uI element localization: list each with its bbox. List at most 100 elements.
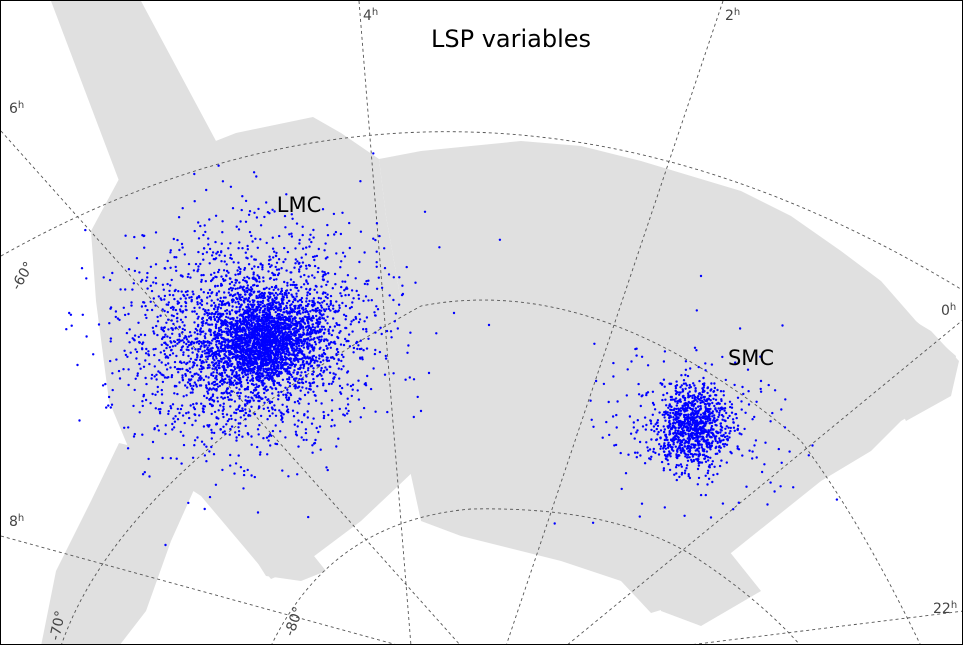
- lmc-star: [221, 277, 225, 281]
- lmc-star: [177, 290, 180, 293]
- lmc-star: [222, 269, 226, 272]
- lmc-star: [208, 295, 212, 298]
- lmc-star: [225, 413, 229, 416]
- lmc-star: [305, 387, 308, 390]
- lmc-star: [326, 359, 329, 363]
- lmc-star: [171, 428, 174, 431]
- lmc-star: [186, 275, 189, 279]
- lmc-star: [289, 331, 293, 334]
- lmc-star: [284, 393, 288, 396]
- lmc-star: [326, 468, 329, 472]
- lmc-star: [314, 307, 318, 311]
- lmc-star: [357, 344, 360, 347]
- lmc-star: [162, 288, 165, 291]
- lmc-star: [192, 341, 196, 344]
- lmc-star: [272, 294, 276, 297]
- lmc-star: [307, 402, 310, 405]
- lmc-star: [299, 319, 303, 323]
- lmc-star: [372, 237, 375, 240]
- lmc-star: [404, 378, 407, 381]
- lmc-star: [215, 416, 218, 420]
- lmc-star: [326, 315, 329, 318]
- lmc-star: [293, 334, 296, 337]
- lmc-star: [298, 242, 301, 245]
- lmc-star: [186, 290, 189, 293]
- lmc-star: [154, 231, 158, 234]
- lmc-star: [239, 466, 243, 469]
- lmc-star: [215, 389, 218, 392]
- lmc-star: [326, 296, 329, 300]
- smc-star: [708, 466, 711, 469]
- lmc-star: [254, 337, 257, 341]
- lmc-star: [306, 369, 310, 372]
- lmc-star: [364, 384, 368, 387]
- lmc-star: [261, 322, 264, 325]
- lmc-star: [161, 380, 165, 384]
- lmc-star: [201, 350, 204, 353]
- lmc-star: [199, 224, 202, 228]
- lmc-star: [304, 370, 307, 374]
- lmc-star: [153, 375, 156, 378]
- lmc-star: [312, 377, 315, 381]
- lmc-star: [138, 362, 141, 366]
- lmc-star: [315, 314, 318, 318]
- lmc-star: [219, 379, 223, 383]
- lmc-star: [249, 288, 252, 292]
- lmc-star: [191, 375, 194, 378]
- lmc-star: [250, 293, 253, 296]
- lmc-star: [338, 323, 341, 327]
- lmc-star: [221, 468, 224, 472]
- lmc-star: [330, 382, 333, 385]
- lmc-star: [188, 382, 192, 386]
- lmc-star: [239, 352, 242, 355]
- lmc-star: [225, 315, 228, 319]
- lmc-star: [300, 371, 303, 374]
- lmc-star: [313, 394, 316, 397]
- lmc-star: [268, 401, 272, 405]
- smc-star: [645, 423, 648, 427]
- lmc-star: [247, 298, 250, 301]
- lmc-star: [278, 317, 281, 320]
- lmc-star: [312, 349, 315, 352]
- lmc-star: [251, 276, 254, 280]
- lmc-star: [229, 464, 232, 467]
- smc-star: [693, 446, 696, 449]
- lmc-star: [166, 335, 169, 338]
- lmc-star: [274, 408, 277, 412]
- lmc-star: [290, 232, 293, 235]
- lmc-star: [306, 319, 309, 322]
- lmc-star: [210, 323, 214, 326]
- lmc-star: [242, 299, 245, 303]
- lmc-star: [268, 326, 272, 329]
- lmc-star: [251, 334, 255, 338]
- lmc-star: [284, 315, 287, 319]
- lmc-star: [251, 299, 254, 302]
- lmc-star: [256, 392, 259, 395]
- lmc-star: [187, 411, 190, 414]
- lmc-star: [242, 375, 245, 378]
- lmc-star: [308, 245, 311, 248]
- lmc-star: [344, 407, 348, 410]
- lmc-star: [237, 391, 240, 394]
- lmc-star: [380, 332, 383, 336]
- lmc-star: [271, 302, 274, 305]
- lmc-star: [224, 303, 227, 306]
- lmc-star: [246, 244, 249, 248]
- lmc-star: [191, 456, 195, 459]
- lmc-star: [289, 288, 292, 292]
- lmc-star: [156, 424, 159, 428]
- lmc-star: [168, 293, 171, 297]
- lmc-star: [322, 278, 325, 281]
- lmc-star: [165, 368, 169, 371]
- lmc-star: [327, 382, 331, 386]
- lmc-star: [238, 376, 241, 379]
- lmc-star: [183, 328, 186, 332]
- lmc-star: [257, 265, 260, 269]
- lmc-star: [247, 263, 251, 266]
- lmc-star: [301, 306, 305, 309]
- lmc-star: [176, 238, 179, 242]
- lmc-star: [341, 251, 345, 254]
- lmc-star: [202, 273, 205, 277]
- lmc-star: [234, 462, 238, 465]
- lmc-star: [238, 409, 242, 413]
